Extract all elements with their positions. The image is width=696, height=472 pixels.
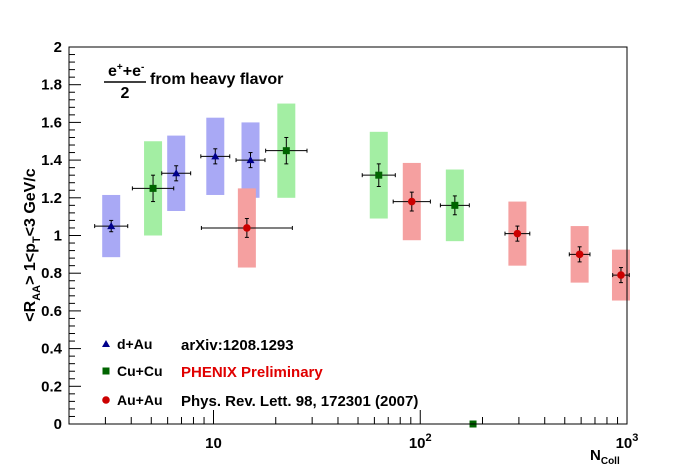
auau-point-0 xyxy=(243,224,251,232)
y-tick-label: 2 xyxy=(54,39,62,56)
auau-point-2 xyxy=(513,229,522,238)
data-markers xyxy=(107,147,625,428)
y-tick-label: 0.8 xyxy=(41,265,62,282)
title-suffix: from heavy flavor xyxy=(150,71,283,88)
legend-label-0: d+Au xyxy=(117,336,152,352)
y-tick-label: 0.4 xyxy=(41,341,63,358)
auau-point-3 xyxy=(575,250,584,259)
x-tick-label: 102 xyxy=(409,432,432,452)
y-tick-label: 1.2 xyxy=(41,190,62,207)
systematic-bands xyxy=(102,103,630,301)
y-tick-label: 1.8 xyxy=(41,77,62,94)
legend-note-1: PHENIX Preliminary xyxy=(181,364,323,381)
legend-label-1: Cu+Cu xyxy=(117,363,163,379)
auau-error-bar-4 xyxy=(612,267,630,284)
title-denominator: 2 xyxy=(121,85,130,102)
cucu-point-2 xyxy=(375,171,383,179)
legend-marker-0 xyxy=(102,340,110,347)
y-tick-label: 1.4 xyxy=(41,152,63,169)
legend-note-2: Phys. Rev. Lett. 98, 172301 (2007) xyxy=(181,393,418,410)
y-tick-label: 0.2 xyxy=(41,378,62,395)
chart-title: e++e- 2 from heavy flavor xyxy=(104,62,283,102)
y-axis-label: <RAA> 1<pT<3 GeV/c xyxy=(22,168,43,321)
y-tick-label: 1 xyxy=(54,228,62,245)
cucu-point-3 xyxy=(451,201,459,209)
legend-marker-1 xyxy=(102,367,110,375)
legend-marker-2 xyxy=(102,396,110,404)
y-tick-label: 0.6 xyxy=(41,303,62,320)
auau-point-4 xyxy=(617,271,625,279)
dau-point-1 xyxy=(172,169,181,177)
y-tick-label: 1.6 xyxy=(41,114,62,131)
dau-point-0 xyxy=(107,222,116,230)
title-numerator: e++e- xyxy=(108,62,144,80)
legend: d+Au arXiv:1208.1293 Cu+Cu PHENIX Prelimina… xyxy=(102,336,418,410)
x-tick-label: 10 xyxy=(205,435,222,452)
dau-point-3 xyxy=(246,156,255,164)
cucu-point-0 xyxy=(149,184,157,192)
x-tick-label: 103 xyxy=(616,432,639,452)
legend-label-2: Au+Au xyxy=(117,392,163,408)
legend-note-0: arXiv:1208.1293 xyxy=(181,337,294,354)
auau-point-1 xyxy=(407,197,416,206)
cucu-point-1 xyxy=(282,147,290,155)
y-tick-label: 0 xyxy=(54,416,62,433)
dau-point-2 xyxy=(211,152,220,160)
